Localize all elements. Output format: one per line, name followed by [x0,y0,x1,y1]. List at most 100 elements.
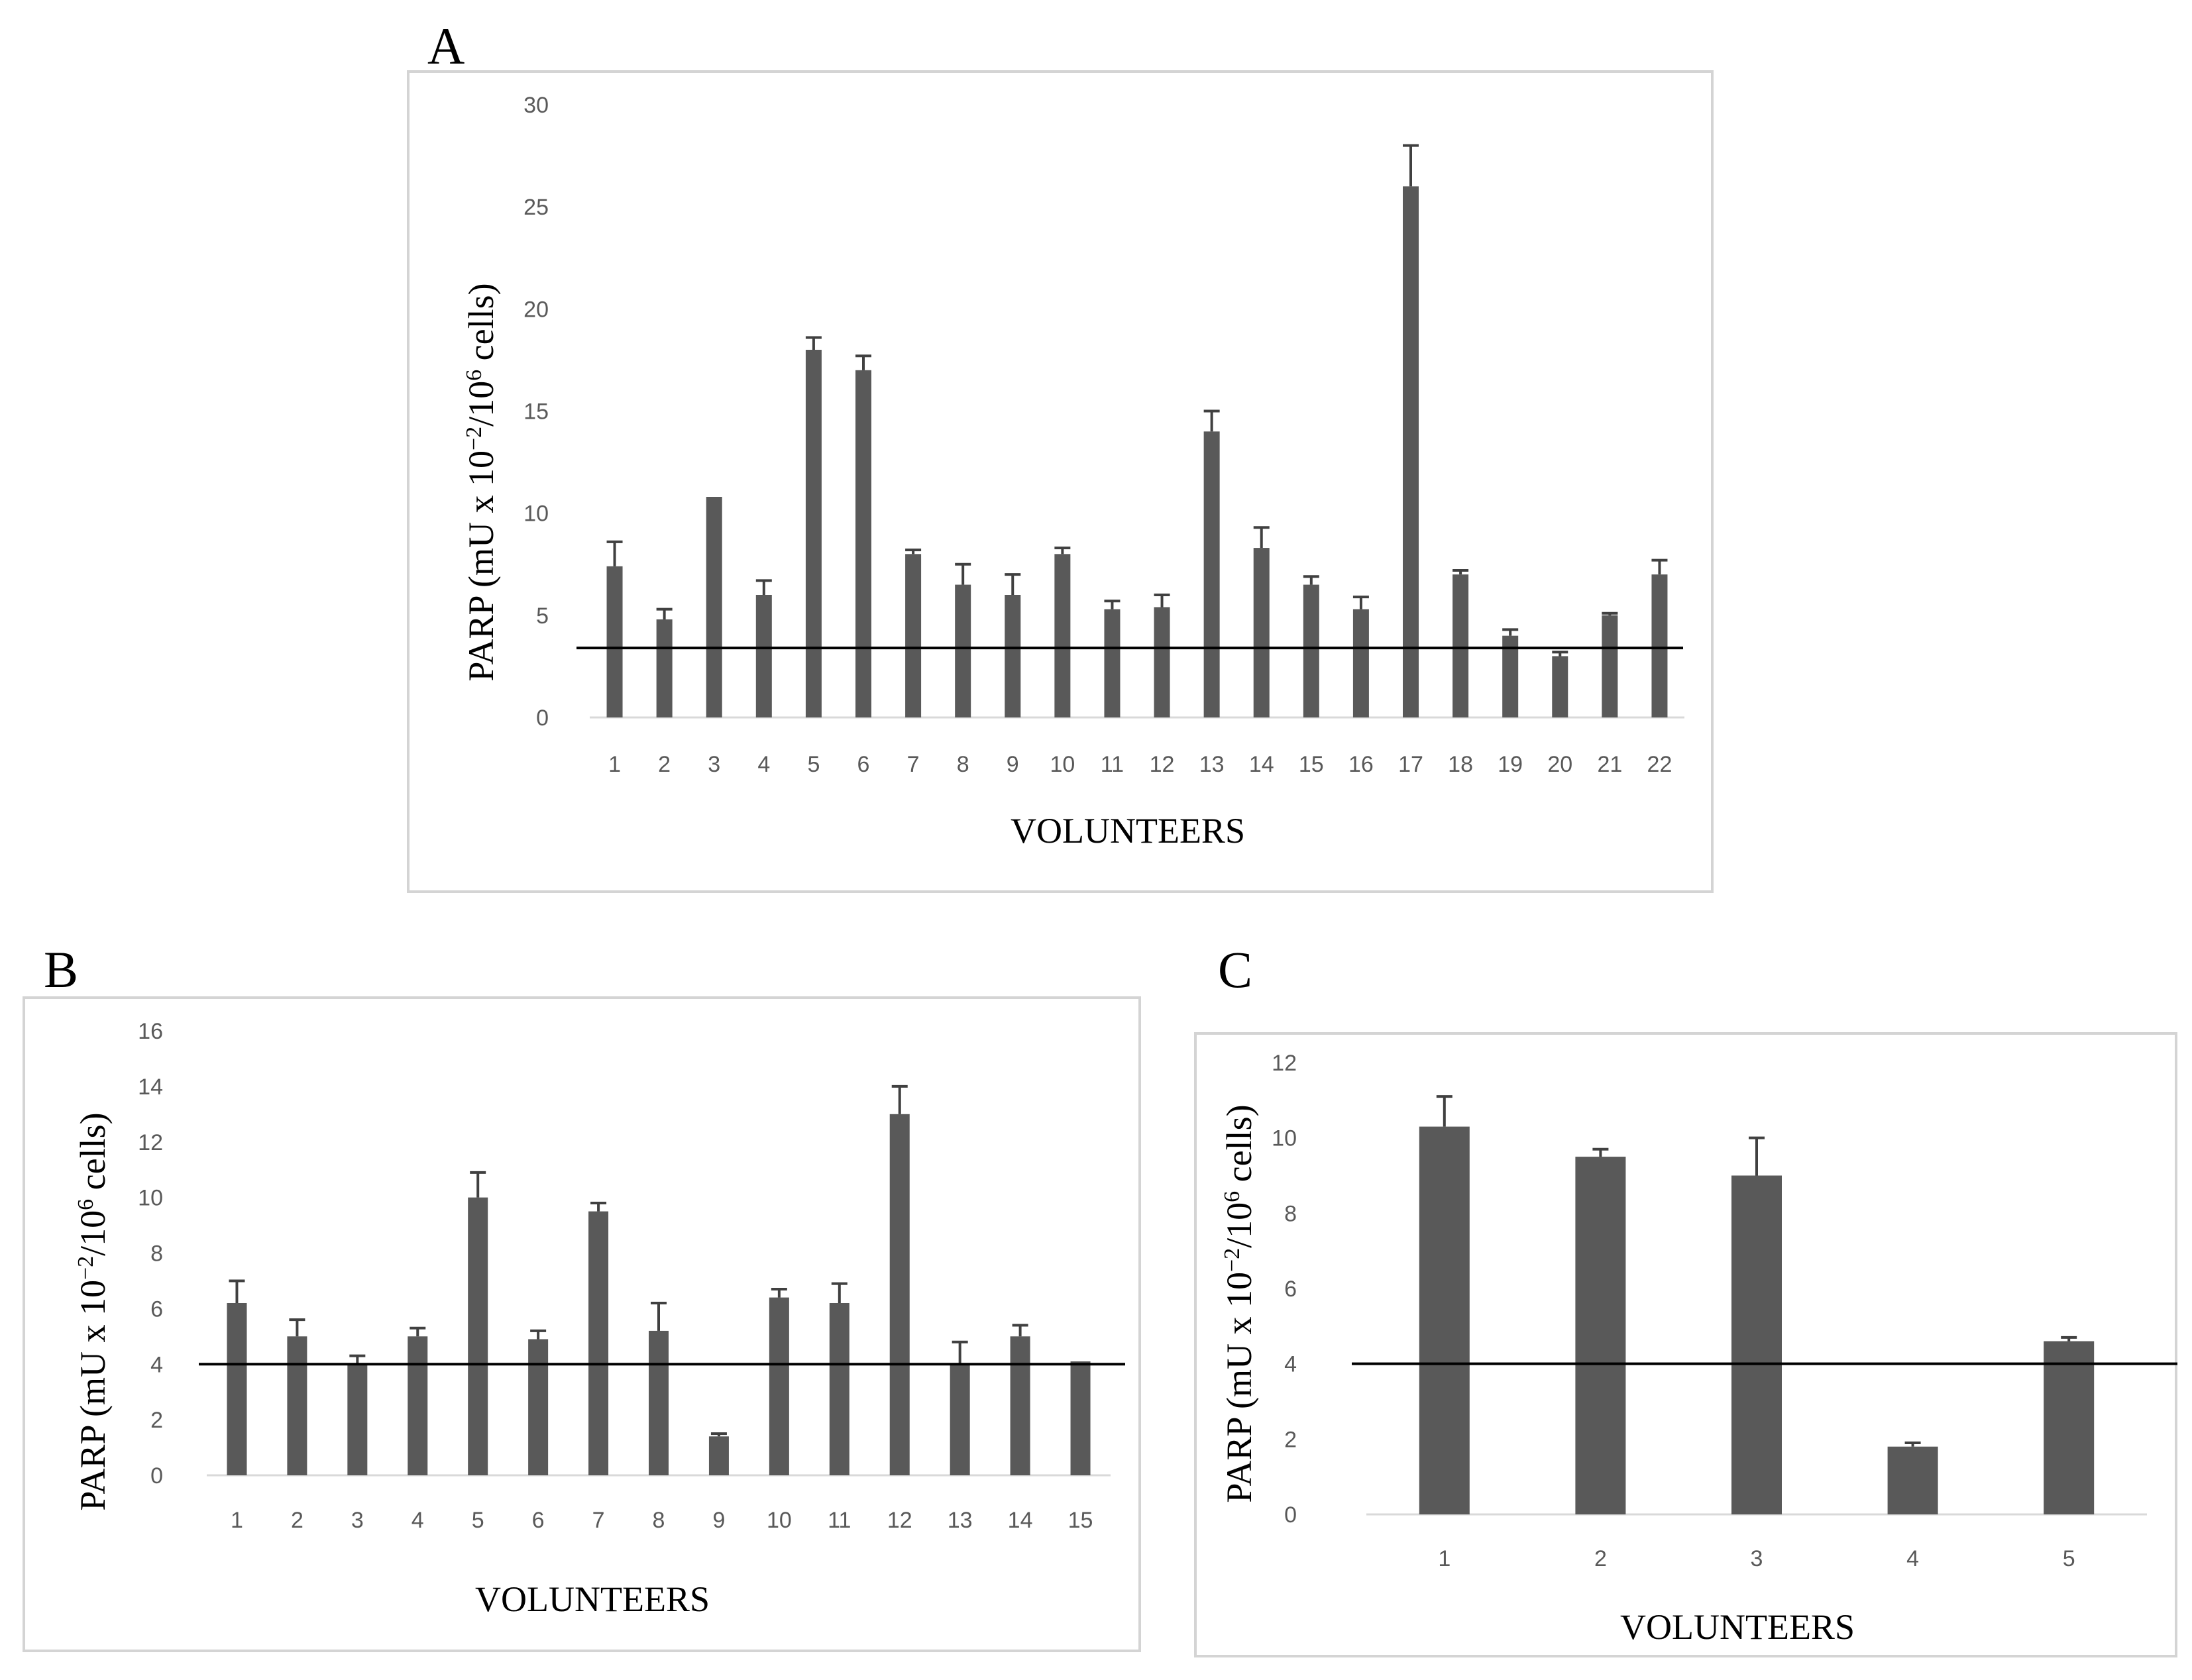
bar [755,595,772,717]
x-tick-label: 5 [807,752,820,777]
y-tick-label: 6 [150,1296,163,1322]
error-bar [2061,1336,2077,1341]
x-tick-label: 10 [767,1508,792,1533]
panel-a-ylabel-end: cells) [461,283,501,369]
y-tick-label: 0 [150,1463,163,1489]
x-tick-label: 3 [351,1508,364,1533]
error-bar [710,1432,727,1437]
y-tick-label: 6 [1284,1277,1297,1302]
x-tick-label: 6 [532,1508,545,1533]
error-bar [805,336,822,350]
panel-b: B PARP (mU x 10−2/106 cells) 02468101214… [23,941,1141,1652]
error-bar [289,1318,305,1337]
error-bar [1904,1442,1921,1447]
error-bar [1749,1136,1765,1176]
error-bar [1592,1147,1609,1157]
error-bar [349,1354,366,1365]
panel-b-bars [227,1114,1091,1475]
x-tick-label: 17 [1398,752,1423,777]
y-tick-label: 4 [1284,1352,1297,1377]
error-bar [1005,573,1021,595]
panel-c-bars [1419,1126,2095,1514]
error-bar [1502,628,1519,636]
x-tick-label: 7 [592,1508,605,1533]
bar [708,1436,729,1475]
bar [1452,574,1469,717]
bar [1887,1446,1938,1514]
bar [287,1336,307,1475]
error-bar [1203,409,1220,432]
panel-b-y-axis-title: PARP (mU x 10−2/106 cells) [73,1112,113,1510]
panel-b-x-ticks: 1 2 3 4 5 6 7 8 9 10 11 12 13 14 15 [231,1508,1093,1533]
panel-a-ylabel-sup2: 6 [462,370,486,381]
x-tick-label: 11 [828,1508,851,1533]
error-bar [606,540,623,566]
error-bar [470,1171,486,1198]
x-tick-label: 16 [1348,752,1374,777]
x-tick-label: 3 [1751,1546,1763,1571]
error-bar [952,1340,968,1365]
x-tick-label: 9 [1007,752,1019,777]
bar [468,1197,488,1475]
panel-a-frame [407,70,1714,893]
panel-b-y-ticks: 0 2 4 6 8 10 12 14 16 [138,1019,163,1489]
x-tick-label: 11 [1101,752,1124,777]
bar [706,497,722,717]
panel-a-error-bars [606,144,1668,656]
bar [1253,548,1270,717]
panel-b-ylabel-sup2: 6 [74,1199,98,1210]
error-bar [590,1202,607,1212]
bar [1070,1361,1091,1475]
y-tick-label: 15 [523,399,549,425]
error-bar [651,1301,667,1331]
x-tick-label: 2 [291,1508,303,1533]
error-bar [955,562,971,585]
error-bar [1403,144,1419,187]
x-tick-label: 21 [1597,752,1622,777]
error-bar [656,607,673,619]
x-tick-label: 3 [708,752,720,777]
error-bar [1436,1095,1452,1127]
x-tick-label: 2 [1594,1546,1607,1571]
x-tick-label: 14 [1249,752,1274,777]
error-bar [755,579,772,595]
bar [1403,186,1419,717]
bar [1552,656,1568,717]
x-tick-label: 15 [1068,1508,1093,1533]
y-tick-label: 0 [1284,1502,1297,1528]
y-tick-label: 8 [1284,1201,1297,1226]
x-tick-label: 2 [658,752,671,777]
x-tick-label: 1 [1438,1546,1451,1571]
x-tick-label: 6 [857,752,870,777]
panel-c-ylabel-end: cells) [1219,1104,1259,1190]
bar [769,1297,789,1475]
x-tick-label: 10 [1050,752,1075,777]
y-tick-label: 14 [138,1075,163,1100]
bar [606,566,623,717]
x-tick-label: 12 [1150,752,1175,777]
panel-a-x-ticks: 1 2 3 4 5 6 7 8 9 10 11 12 13 14 15 16 17 18 19 20 21 22 [608,752,1672,777]
error-bar [1602,611,1618,615]
y-tick-label: 25 [523,195,549,220]
bar [588,1211,609,1475]
x-tick-label: 14 [1008,1508,1033,1533]
error-bar [905,549,922,554]
error-bar [229,1279,245,1303]
bar [829,1302,849,1475]
bar [227,1302,247,1475]
x-tick-label: 20 [1547,752,1572,777]
bar [1502,635,1519,717]
x-tick-label: 8 [653,1508,665,1533]
bar [1352,609,1369,717]
y-tick-label: 12 [138,1130,163,1155]
bar [805,350,822,717]
y-tick-label: 20 [523,297,549,322]
panel-c-frame [1194,1032,2177,1657]
panel-c-x-ticks: 1 2 3 4 5 [1438,1546,2075,1571]
panel-c-x-axis-title: VOLUNTEERS [1620,1607,1855,1647]
bar [955,584,971,717]
error-bar [1012,1324,1028,1337]
panel-c-error-bars [1436,1095,2077,1447]
bar [1203,431,1220,717]
bar [528,1339,549,1475]
